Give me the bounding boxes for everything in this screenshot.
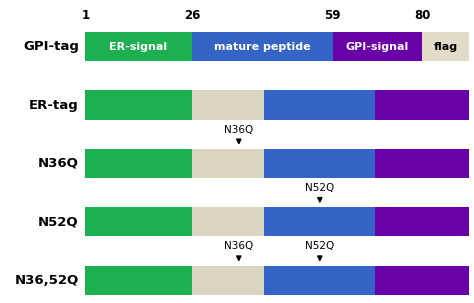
Bar [375, 149, 469, 178]
Bar [333, 32, 422, 61]
Text: mature peptide: mature peptide [214, 42, 310, 52]
Bar [85, 149, 192, 178]
Bar [192, 266, 264, 295]
Text: N36Q: N36Q [224, 125, 254, 135]
Bar [264, 207, 375, 236]
Bar [264, 149, 375, 178]
Bar [192, 32, 333, 61]
Bar [192, 149, 264, 178]
Text: 59: 59 [324, 9, 341, 22]
Bar [85, 32, 192, 61]
Text: N52Q: N52Q [305, 183, 335, 193]
Bar [85, 207, 192, 236]
Text: flag: flag [434, 42, 458, 52]
Bar [422, 32, 469, 61]
Text: N52Q: N52Q [38, 215, 79, 228]
Text: GPI-tag: GPI-tag [23, 40, 79, 53]
Text: N36Q: N36Q [224, 241, 254, 251]
Text: ER-tag: ER-tag [29, 98, 79, 112]
Bar [264, 90, 375, 120]
Text: 26: 26 [184, 9, 200, 22]
Text: ER-signal: ER-signal [109, 42, 168, 52]
Bar [85, 90, 192, 120]
Text: 1: 1 [81, 9, 89, 22]
Text: GPI-signal: GPI-signal [346, 42, 409, 52]
Bar [264, 266, 375, 295]
Bar [375, 90, 469, 120]
Text: 80: 80 [414, 9, 430, 22]
Bar [85, 266, 192, 295]
Text: N36,52Q: N36,52Q [15, 274, 79, 287]
Bar [192, 207, 264, 236]
Text: N52Q: N52Q [305, 241, 335, 251]
Bar [375, 266, 469, 295]
Bar [192, 90, 264, 120]
Text: N36Q: N36Q [38, 157, 79, 170]
Bar [375, 207, 469, 236]
